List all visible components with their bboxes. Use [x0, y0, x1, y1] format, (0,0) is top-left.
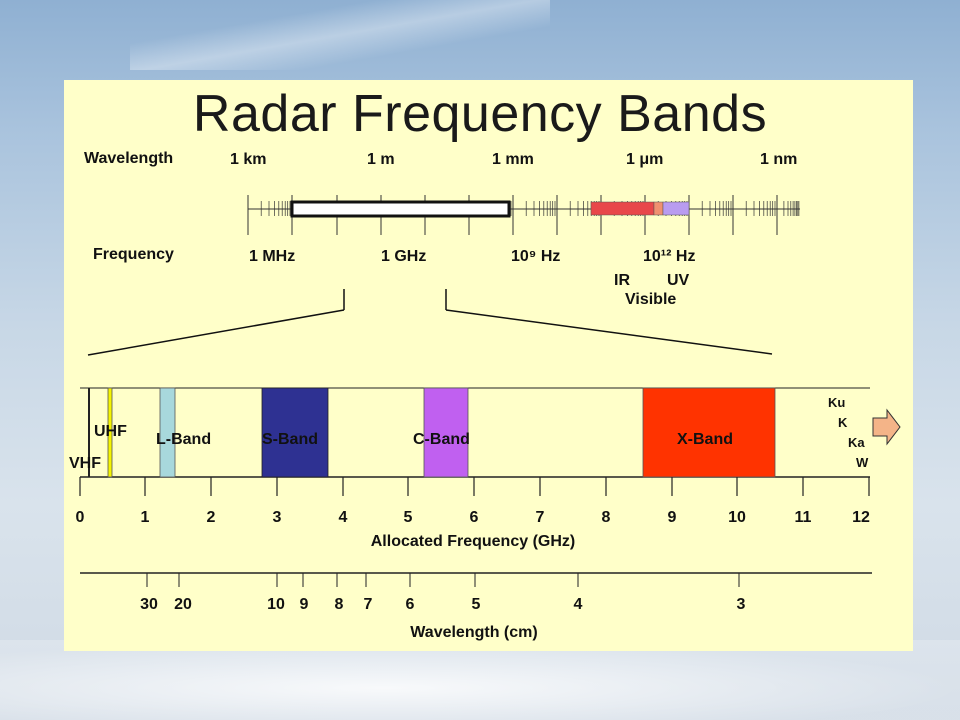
visible-band-bar	[653, 201, 664, 216]
wavelength-axis-title: Wavelength (cm)	[410, 624, 537, 641]
vhf-label: VHF	[69, 455, 101, 472]
wavelength-tick-1m: 1 m	[367, 151, 395, 168]
ir-label: IR	[614, 272, 630, 289]
freq-label-0: 0	[76, 509, 85, 526]
freq-label-9: 9	[668, 509, 677, 526]
frequency-tick-1e12: 10¹² Hz	[643, 248, 695, 265]
wavelength-tick-1mm: 1 mm	[492, 151, 534, 168]
wavelength-axis-labels: 30 20 10 9 8 7 6 5 4 3	[140, 596, 745, 613]
freq-label-1: 1	[141, 509, 150, 526]
s-band-bar	[261, 387, 329, 478]
zoom-line-right	[445, 309, 773, 355]
wl-label-20: 20	[174, 596, 192, 613]
wl-label-3: 3	[737, 596, 746, 613]
wl-label-30: 30	[140, 596, 158, 613]
freq-label-10: 10	[728, 509, 746, 526]
wl-label-7: 7	[364, 596, 373, 613]
frequency-row-label: Frequency	[93, 246, 174, 263]
wl-label-5: 5	[472, 596, 481, 613]
freq-label-4: 4	[339, 509, 348, 526]
slide-panel	[64, 80, 913, 651]
freq-label-5: 5	[404, 509, 413, 526]
wavelength-tick-1km: 1 km	[230, 151, 266, 168]
ku-band-label: Ku	[828, 395, 845, 410]
freq-label-12: 12	[852, 509, 870, 526]
wl-label-4: 4	[574, 596, 583, 613]
visible-label: Visible	[625, 291, 676, 308]
wavelength-tick-1um: 1 μm	[626, 151, 663, 168]
s-band-label: S-Band	[262, 431, 318, 448]
w-band-label: W	[856, 455, 869, 470]
k-band-label: K	[838, 415, 848, 430]
x-band-bar	[642, 387, 776, 478]
radar-window-box	[290, 200, 511, 218]
freq-label-7: 7	[536, 509, 545, 526]
spectrum-ruler-ticks	[247, 195, 800, 235]
x-band-label: X-Band	[677, 431, 733, 448]
wl-label-10: 10	[267, 596, 285, 613]
l-band-label: L-Band	[156, 431, 211, 448]
frequency-axis-labels: 0 1 2 3 4 5 6 7 8 9 10 11 12	[76, 509, 870, 526]
right-arrow-icon	[872, 408, 901, 446]
c-band-label: C-Band	[413, 431, 470, 448]
uv-band-bar	[662, 201, 690, 216]
wavelength-axis-ticks	[146, 573, 740, 587]
uhf-band-bar	[107, 387, 113, 478]
wl-label-6: 6	[406, 596, 415, 613]
wl-label-8: 8	[335, 596, 344, 613]
freq-label-8: 8	[602, 509, 611, 526]
ka-band-label: Ka	[848, 435, 865, 450]
uv-label: UV	[667, 272, 690, 289]
freq-label-11: 11	[795, 509, 812, 526]
page-title: Radar Frequency Bands	[192, 85, 768, 143]
frequency-axis-title: Allocated Frequency (GHz)	[371, 533, 575, 550]
freq-label-6: 6	[470, 509, 479, 526]
frequency-axis-ticks	[79, 477, 870, 496]
frequency-tick-1ghz: 1 GHz	[381, 248, 426, 265]
freq-label-2: 2	[207, 509, 216, 526]
wl-label-9: 9	[300, 596, 309, 613]
wavelength-tick-1nm: 1 nm	[760, 151, 797, 168]
ir-band-bar	[590, 201, 655, 216]
frequency-tick-1e9: 10⁹ Hz	[511, 248, 560, 265]
frequency-tick-1mhz: 1 MHz	[249, 248, 295, 265]
wavelength-row-label: Wavelength	[84, 150, 173, 167]
freq-label-3: 3	[273, 509, 282, 526]
uhf-label: UHF	[94, 423, 127, 440]
l-band-bar	[159, 387, 176, 478]
zoom-line-left	[87, 309, 345, 356]
c-band-bar	[423, 387, 469, 478]
